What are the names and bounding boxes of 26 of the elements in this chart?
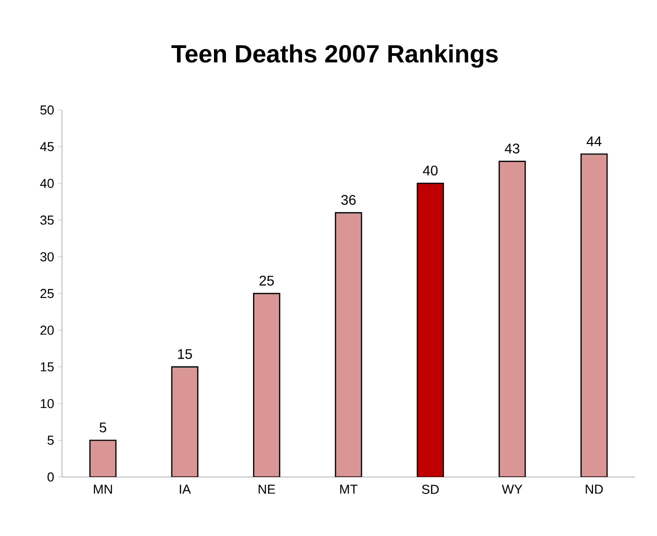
x-tick-label: ND bbox=[586, 484, 603, 494]
chart-title: Teen Deaths 2007 Rankings bbox=[171, 44, 498, 68]
x-tick-label: SD bbox=[422, 484, 439, 494]
data-label: 5 bbox=[100, 422, 106, 432]
data-label: 40 bbox=[422, 166, 438, 176]
x-tick-label: MN bbox=[94, 484, 112, 494]
y-tick-label: 30 bbox=[40, 252, 54, 262]
x-tick-label: NE bbox=[258, 484, 276, 494]
data-label: 25 bbox=[260, 276, 274, 286]
data-label: 15 bbox=[178, 349, 192, 359]
y-tick-label: 35 bbox=[40, 216, 54, 225]
y-tick-label: 5 bbox=[48, 436, 54, 445]
y-tick-label: 20 bbox=[40, 326, 54, 335]
data-label: 43 bbox=[504, 144, 520, 154]
y-tick-label: 0 bbox=[48, 472, 54, 482]
x-tick-label: IA bbox=[180, 484, 191, 494]
y-tick-label: 25 bbox=[40, 288, 54, 298]
y-tick-label: 50 bbox=[40, 105, 54, 115]
x-tick-label: MT bbox=[340, 484, 358, 494]
y-tick-label: 10 bbox=[40, 399, 54, 408]
y-tick-label: 15 bbox=[40, 362, 54, 372]
data-label: 36 bbox=[341, 194, 356, 205]
y-tick-label: 40 bbox=[40, 178, 54, 188]
x-tick-label: WY bbox=[502, 484, 522, 494]
data-label: 44 bbox=[586, 136, 602, 146]
y-tick-label: 45 bbox=[40, 142, 54, 152]
